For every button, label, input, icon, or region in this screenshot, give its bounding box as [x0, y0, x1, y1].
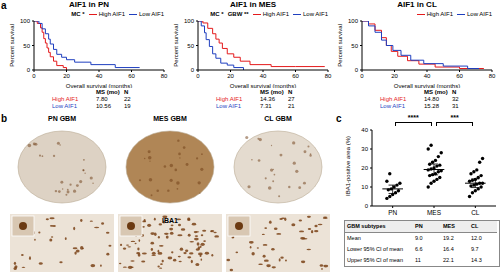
html-text:c: c [336, 113, 342, 124]
svg-text:30: 30 [361, 146, 368, 152]
html-text:27: 27 [288, 96, 295, 102]
html-text:14.36: 14.36 [260, 96, 275, 102]
html-text:Percent survival: Percent survival [9, 24, 15, 67]
html-text:Low AIF1: Low AIF1 [139, 11, 164, 17]
html-text:21: 21 [288, 103, 295, 109]
svg-text:40: 40 [424, 73, 431, 79]
html-text:MS (mo): MS (mo) [424, 89, 448, 95]
svg-text:20: 20 [391, 73, 398, 79]
svg-text:100: 100 [184, 18, 195, 24]
html-text:PN: PN [415, 223, 423, 229]
svg-text:MES: MES [427, 209, 442, 216]
html-text:Low AIF1: Low AIF1 [380, 103, 405, 109]
html-text:N: N [452, 89, 457, 95]
html-text:Low AIF1: Low AIF1 [52, 103, 77, 109]
svg-text:80: 80 [325, 73, 332, 79]
html-text:GBM subtypes: GBM subtypes [347, 223, 386, 229]
svg-text:80: 80 [489, 73, 492, 79]
svg-text:CL: CL [471, 209, 480, 216]
html-text:Mean: Mean [347, 235, 361, 241]
html-text:Lower 95% CI of mean: Lower 95% CI of mean [347, 246, 403, 252]
html-text:CL GBM: CL GBM [264, 115, 292, 122]
html-text:N: N [288, 89, 293, 95]
svg-text:0: 0 [355, 67, 359, 73]
svg-text:0: 0 [27, 67, 31, 73]
html-text:High AIF1: High AIF1 [426, 11, 453, 17]
html-text:PN GBM: PN GBM [48, 115, 76, 122]
html-text:7.31: 7.31 [260, 103, 272, 109]
svg-text:20: 20 [63, 73, 70, 79]
html-text:Percent survival: Percent survival [337, 24, 343, 67]
html-text:AIF1 in CL: AIF1 in CL [397, 0, 437, 9]
svg-text:10: 10 [361, 184, 368, 190]
html-text:7.80: 7.80 [96, 96, 108, 102]
html-text:15.28: 15.28 [424, 103, 439, 109]
html-text:Low AIF1: Low AIF1 [467, 11, 492, 17]
html-text:High AIF1: High AIF1 [380, 96, 407, 102]
html-text:16.4: 16.4 [443, 246, 454, 252]
html-text:22: 22 [124, 96, 131, 102]
html-text:MS (mo): MS (mo) [260, 89, 284, 95]
html-text:Percent survival: Percent survival [173, 24, 179, 67]
svg-text:100: 100 [348, 18, 359, 24]
svg-text:100: 100 [20, 18, 31, 24]
html-text:10.56: 10.56 [96, 103, 111, 109]
svg-text:50: 50 [187, 43, 194, 49]
svg-text:0: 0 [32, 73, 36, 79]
html-text:MS (mo): MS (mo) [96, 89, 120, 95]
svg-text:40: 40 [260, 73, 267, 79]
html-text:AIF1 in MES: AIF1 in MES [229, 0, 277, 9]
svg-text:Overall survival (months): Overall survival (months) [230, 83, 296, 88]
html-text:Upper 95% CI of mean: Upper 95% CI of mean [347, 257, 403, 263]
html-text:9.7: 9.7 [471, 246, 479, 252]
svg-text:IBA1: IBA1 [162, 217, 178, 224]
html-text:9.0: 9.0 [415, 235, 423, 241]
svg-text:60: 60 [456, 73, 463, 79]
svg-text:0: 0 [360, 73, 364, 79]
svg-text:60: 60 [128, 73, 135, 79]
html-text:14.80: 14.80 [424, 96, 439, 102]
svg-text:80: 80 [161, 73, 168, 79]
html-text:Low AIF1: Low AIF1 [216, 103, 241, 109]
html-text:MES GBM: MES GBM [153, 115, 187, 122]
html-text:32: 32 [452, 96, 459, 102]
html-text:High AIF1: High AIF1 [98, 11, 125, 17]
html-text:High AIF1: High AIF1 [52, 96, 79, 102]
svg-text:20: 20 [361, 165, 368, 171]
html-text:MC *: MC * [71, 11, 85, 17]
svg-text:PN: PN [388, 209, 397, 216]
svg-text:60: 60 [292, 73, 299, 79]
html-text:IBA1-positive area (%): IBA1-positive area (%) [345, 136, 351, 196]
html-text:High AIF1: High AIF1 [262, 11, 289, 17]
html-text:22.1: 22.1 [443, 257, 454, 263]
html-text:19.2: 19.2 [443, 235, 454, 241]
svg-text:20: 20 [227, 73, 234, 79]
html-text:MC *: MC * [210, 11, 224, 17]
svg-text:50: 50 [351, 43, 358, 49]
html-text:19: 19 [124, 103, 131, 109]
html-text:N: N [124, 89, 129, 95]
html-text:CL: CL [471, 223, 479, 229]
html-text:AIF1 in PN: AIF1 in PN [69, 0, 109, 9]
html-text:Low AIF1: Low AIF1 [303, 11, 328, 17]
svg-text:Overall survival (months): Overall survival (months) [394, 83, 460, 88]
html-text:6.6: 6.6 [415, 246, 423, 252]
html-text:14.3: 14.3 [471, 257, 482, 263]
svg-text:50: 50 [23, 43, 30, 49]
svg-text:40: 40 [361, 127, 368, 133]
html-text:11: 11 [415, 257, 421, 263]
html-text:12.0: 12.0 [471, 235, 482, 241]
html-text:GBW **: GBW ** [227, 11, 249, 17]
html-text:High AIF1: High AIF1 [216, 96, 243, 102]
svg-text:0: 0 [196, 73, 200, 79]
html-text:MES: MES [443, 223, 455, 229]
svg-text:Overall survival (months): Overall survival (months) [66, 83, 132, 88]
html-text:31: 31 [452, 103, 459, 109]
svg-text:40: 40 [96, 73, 103, 79]
svg-text:0: 0 [191, 67, 195, 73]
html-text:b: b [1, 113, 8, 124]
svg-text:0: 0 [365, 203, 369, 209]
html-text:a: a [1, 0, 7, 11]
